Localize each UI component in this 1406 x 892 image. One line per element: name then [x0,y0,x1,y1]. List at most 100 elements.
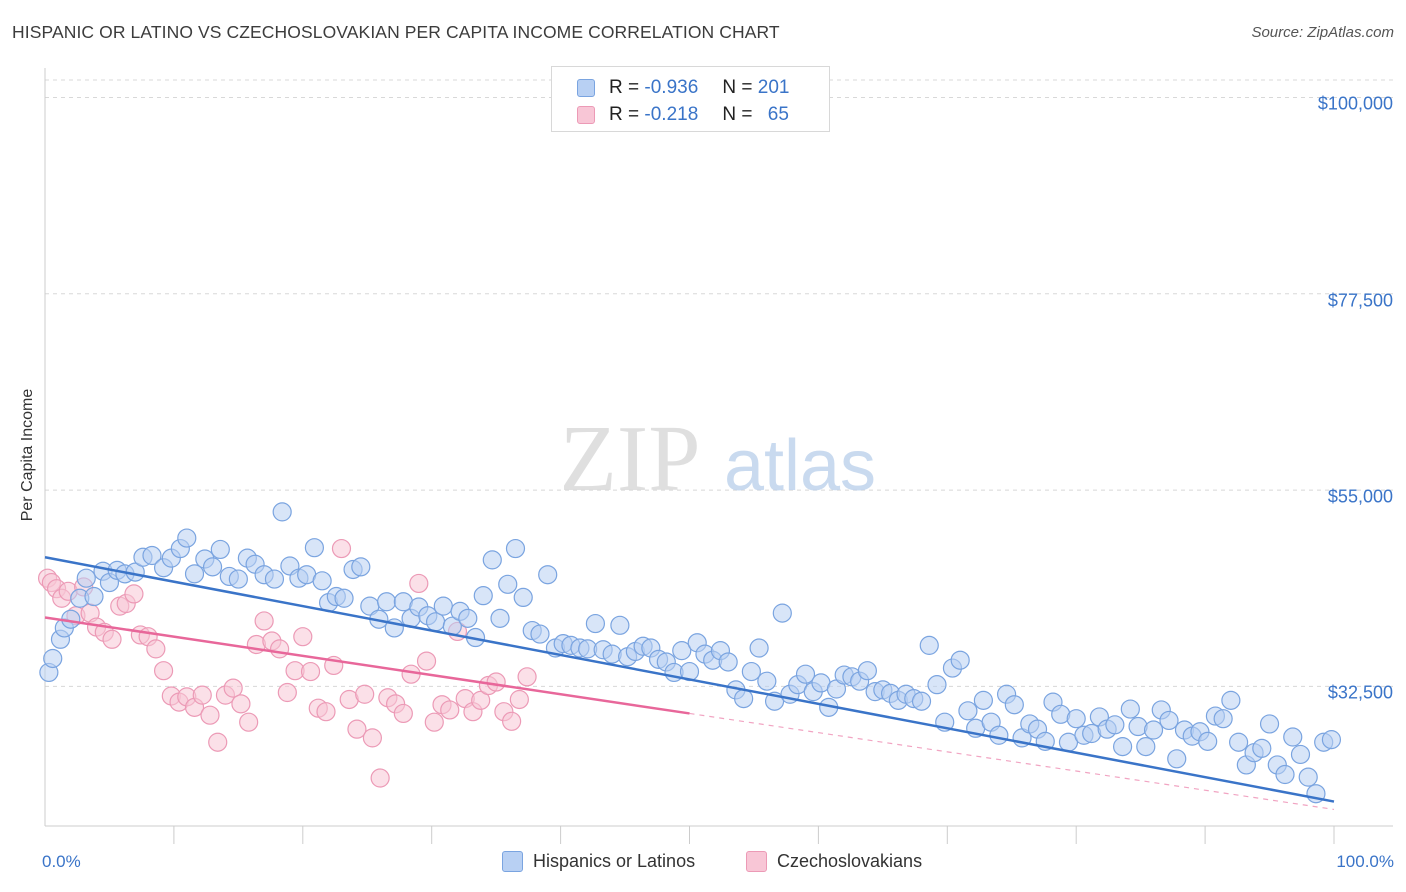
hispanic-point [433,596,453,616]
hispanic-point [795,664,816,684]
x-tick-label-min: 0.0% [42,852,81,871]
hispanic-point [1252,738,1272,758]
hispanic-point [482,550,502,570]
hispanic-point [1113,737,1133,757]
czechoslovakian-point [153,661,174,681]
hispanic-point [741,661,761,682]
bottom-legend-swatch-pink [746,851,767,872]
hispanic-point [505,538,526,559]
hispanic-point [1159,710,1179,731]
source-credit: Source: ZipAtlas.com [1251,24,1394,41]
x-tick-label-max: 100.0% [1336,852,1394,871]
czechoslovakian-point [254,611,274,631]
czechoslovakians-trend-extension [689,712,1335,811]
hispanic-point [473,586,493,606]
czechoslovakian-point [486,672,506,692]
czechoslovakian-point [331,538,352,559]
hispanic-point [530,624,550,644]
bottom-legend-czechoslovakians: Czechoslovakians [746,851,922,872]
hispanic-point [672,641,692,661]
hispanic-point [538,565,558,585]
hispanic-point [334,588,354,608]
hispanic-point [734,689,754,709]
bottom-legend-label: Czechoslovakians [777,851,923,871]
hispanic-point [950,650,970,670]
hispanic-point [749,638,769,658]
hispanic-point [264,569,285,589]
hispanic-point [1283,727,1303,747]
czechoslovakian-point [293,627,313,647]
legend-n-label: N = [722,104,753,125]
hispanic-point [312,571,332,591]
czechoslovakian-point [300,661,321,682]
czechoslovakian-point [146,639,166,659]
hispanic-point [610,615,630,635]
czechoslovakian-point [416,651,437,671]
watermark-atlas: atlas [724,426,876,506]
czechoslovakian-point [239,712,259,732]
hispanic-point [304,538,325,558]
y-tick-label: $77,500 [1327,290,1393,311]
legend-r-value: -0.218 [644,104,699,125]
hispanic-point [1275,764,1295,785]
hispanic-point [1221,690,1241,710]
hispanic-point [1120,699,1140,719]
hispanic-point [1213,709,1233,729]
watermark-zip: ZIP [560,407,701,511]
bottom-legend-swatch-blue [502,851,523,872]
bottom-legend-hispanics: Hispanics or Latinos [502,851,695,872]
hispanic-point [958,701,978,721]
legend-r-value: -0.936 [644,77,699,98]
hispanic-point [1143,720,1164,740]
czechoslovakian-point [102,629,122,649]
czechoslovakian-point [471,690,491,710]
hispanic-point [513,587,533,608]
trend-lines [44,556,1335,811]
hispanic-point [76,568,96,588]
hispanic-point [989,725,1009,745]
hispanic-point [490,608,510,628]
hispanic-point [1198,731,1218,751]
legend-row-czechoslovakians: R = -0.218 N = 65 [552,101,789,129]
legend-r-label: R = [609,77,640,98]
czechoslovakians-trend-line [44,616,690,715]
hispanic-point [1259,714,1280,734]
czechoslovakian-point [347,719,367,739]
hispanic-point [184,564,205,584]
hispanic-point [1167,749,1187,769]
hispanic-point [458,608,478,628]
hispanic-point [1229,732,1249,752]
czechoslovakian-point [424,712,444,732]
czechoslovakian-point [231,694,251,714]
hispanic-point [1321,730,1342,750]
czechoslovakian-point [370,768,390,788]
czechoslovakian-point [223,678,243,698]
czechoslovakian-point [355,684,375,704]
y-tick-label: $32,500 [1327,682,1393,703]
watermark: ZIP atlas [560,407,877,511]
legend-n-value: 65 [767,104,789,125]
hispanic-point [142,545,162,566]
czechoslovakian-point [200,705,220,725]
czechoslovakian-point [316,702,336,722]
chart-title: HISPANIC OR LATINO VS CZECHOSLOVAKIAN PE… [12,22,780,42]
hispanic-point [210,539,230,560]
hispanic-point [177,528,197,548]
hispanic-point [272,502,292,522]
bottom-legend-label: Hispanics or Latinos [533,851,696,871]
hispanic-point [911,691,932,711]
hispanics-points [39,502,1342,804]
hispanics-trend-line [44,556,1335,803]
hispanic-point [202,557,223,577]
hispanic-point [757,671,777,691]
hispanic-point [1136,737,1156,757]
hispanic-point [498,574,518,594]
czechoslovakian-point [509,689,529,710]
correlation-legend: R = -0.936 N = 201 R = -0.218 N = 65 [551,66,830,132]
hispanic-point [376,592,397,612]
czechoslovakian-point [362,728,383,748]
czechoslovakian-point [440,700,460,720]
hispanic-point [718,652,738,672]
hispanic-point [1004,695,1024,715]
